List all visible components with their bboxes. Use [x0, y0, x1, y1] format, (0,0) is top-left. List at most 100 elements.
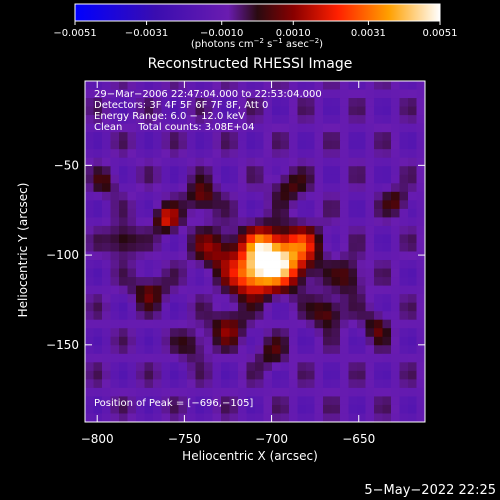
- heatmap-cell: [238, 260, 247, 269]
- heatmap-cell: [93, 123, 103, 133]
- colorbar-gradient: [74, 3, 441, 22]
- heatmap-cell: [280, 149, 290, 159]
- heatmap-cell: [187, 191, 196, 201]
- heatmap-cell: [246, 387, 256, 397]
- heatmap-cell: [204, 353, 213, 363]
- heatmap-cell: [297, 379, 307, 389]
- heatmap-cell: [221, 166, 230, 176]
- heatmap-cell: [357, 81, 366, 90]
- heatmap-cell: [229, 81, 239, 90]
- heatmap-cell: [127, 319, 137, 329]
- heatmap-cell: [246, 396, 256, 406]
- heatmap-cell: [289, 260, 298, 269]
- heatmap-cell: [119, 98, 128, 107]
- heatmap-cell: [416, 345, 426, 355]
- heatmap-cell: [263, 396, 273, 406]
- heatmap-cell: [127, 251, 137, 261]
- heatmap-cell: [246, 413, 256, 423]
- heatmap-cell: [263, 268, 273, 278]
- heatmap-cell: [110, 370, 120, 380]
- heatmap-cell: [110, 106, 120, 116]
- heatmap-cell: [212, 149, 222, 159]
- heatmap-cell: [255, 302, 264, 312]
- heatmap-cell: [297, 174, 307, 184]
- heatmap-cell: [280, 98, 290, 107]
- heatmap-cell: [263, 234, 273, 244]
- heatmap-cell: [110, 404, 120, 414]
- heatmap-cell: [391, 362, 400, 372]
- heatmap-cell: [314, 404, 324, 414]
- heatmap-cell: [212, 123, 222, 133]
- heatmap-cell: [119, 387, 128, 397]
- heatmap-cell: [297, 268, 307, 278]
- heatmap-cell: [348, 268, 358, 278]
- heatmap-cell: [153, 217, 162, 227]
- heatmap-cell: [391, 81, 400, 90]
- heatmap-cell: [178, 285, 188, 295]
- heatmap-cell: [110, 115, 120, 125]
- heatmap-cell: [229, 404, 239, 414]
- heatmap-cell: [221, 387, 230, 397]
- heatmap-cell: [391, 345, 400, 355]
- heatmap-cell: [272, 123, 281, 133]
- heatmap-cell: [399, 396, 409, 406]
- heatmap-cell: [399, 379, 409, 389]
- heatmap-cell: [382, 183, 392, 193]
- heatmap-cell: [391, 370, 400, 380]
- heatmap-cell: [221, 208, 230, 218]
- heatmap-cell: [187, 149, 196, 159]
- heatmap-cell: [161, 319, 171, 329]
- heatmap-cell: [382, 174, 392, 184]
- heatmap-cell: [391, 140, 400, 150]
- heatmap-cell: [178, 149, 188, 159]
- heatmap-cell: [374, 302, 383, 312]
- heatmap-cell: [323, 225, 332, 235]
- heatmap-cell: [391, 242, 400, 252]
- heatmap-cell: [178, 98, 188, 107]
- heatmap-cell: [408, 260, 417, 269]
- x-tick-label: −650: [342, 432, 375, 446]
- heatmap-cell: [408, 353, 417, 363]
- heatmap-cell: [365, 200, 375, 210]
- heatmap-cell: [255, 370, 264, 380]
- heatmap-cell: [408, 379, 417, 389]
- heatmap-cell: [382, 242, 392, 252]
- heatmap-cell: [408, 370, 417, 380]
- heatmap-cell: [272, 251, 281, 261]
- heatmap-cell: [323, 234, 332, 244]
- heatmap-cell: [144, 413, 154, 423]
- heatmap-cell: [119, 328, 128, 338]
- heatmap-cell: [289, 123, 298, 133]
- heatmap-cell: [416, 81, 426, 90]
- heatmap-cell: [119, 89, 128, 99]
- heatmap-cell: [340, 336, 349, 346]
- heatmap-cell: [399, 225, 409, 235]
- heatmap-cell: [187, 217, 196, 227]
- heatmap-cell: [161, 89, 171, 99]
- heatmap-cell: [119, 200, 128, 210]
- heatmap-cell: [374, 268, 383, 278]
- heatmap-cell: [85, 123, 94, 133]
- heatmap-cell: [374, 277, 383, 287]
- heatmap-cell: [331, 260, 341, 269]
- heatmap-cell: [127, 362, 137, 372]
- heatmap-cell: [255, 285, 264, 295]
- heatmap-cell: [170, 404, 179, 414]
- heatmap-cell: [263, 81, 273, 90]
- heatmap-cell: [323, 413, 332, 423]
- heatmap-cell: [153, 328, 162, 338]
- heatmap-cell: [280, 200, 290, 210]
- heatmap-cell: [187, 285, 196, 295]
- heatmap-cell: [391, 353, 400, 363]
- heatmap-cell: [178, 242, 188, 252]
- heatmap-cell: [416, 225, 426, 235]
- heatmap-cell: [289, 242, 298, 252]
- heatmap-cell: [246, 277, 256, 287]
- heatmap-cell: [357, 217, 366, 227]
- heatmap-cell: [365, 140, 375, 150]
- heatmap-cell: [161, 183, 171, 193]
- heatmap-cell: [280, 166, 290, 176]
- heatmap-cell: [119, 242, 128, 252]
- heatmap-cell: [102, 302, 111, 312]
- heatmap-cell: [127, 81, 137, 90]
